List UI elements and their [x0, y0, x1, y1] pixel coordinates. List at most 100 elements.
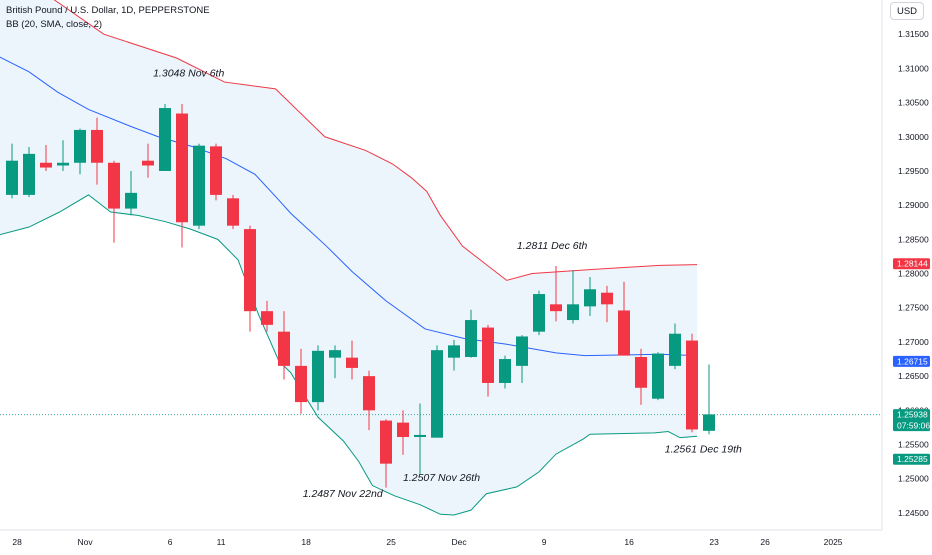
candle[interactable]: [703, 364, 715, 435]
price-axis-tick-label: 1.26500: [898, 371, 929, 381]
candle-body: [431, 350, 443, 438]
candle-body: [414, 434, 426, 437]
candle[interactable]: [686, 333, 698, 433]
price-axis-tick-label: 1.31000: [898, 63, 929, 73]
currency-button[interactable]: USD: [890, 2, 924, 20]
candle[interactable]: [23, 147, 35, 197]
candle[interactable]: [380, 419, 392, 488]
candle-body: [278, 331, 290, 366]
annotation-label: 1.2561 Dec 19th: [665, 444, 742, 456]
candle[interactable]: [414, 403, 426, 474]
bollinger-fill: [0, 0, 698, 515]
candle[interactable]: [669, 323, 681, 370]
candle[interactable]: [499, 355, 511, 389]
candle[interactable]: [601, 285, 613, 323]
candle-body: [227, 198, 239, 226]
time-axis-tick-label: 18: [301, 537, 311, 547]
candle[interactable]: [397, 410, 409, 455]
candle[interactable]: [210, 143, 222, 201]
time-axis-tick-label: Dec: [452, 537, 468, 547]
candle[interactable]: [278, 311, 290, 380]
candle[interactable]: [6, 143, 18, 199]
candle[interactable]: [193, 143, 205, 230]
candle[interactable]: [159, 103, 171, 171]
candle-body: [261, 311, 273, 325]
candle[interactable]: [261, 300, 273, 332]
candle[interactable]: [142, 143, 154, 178]
candle[interactable]: [431, 345, 443, 438]
candle-body: [635, 356, 647, 388]
candle-body: [108, 162, 120, 209]
annotation-label: 1.2487 Nov 22nd: [303, 488, 384, 500]
candle[interactable]: [176, 103, 188, 248]
candle-body: [703, 414, 715, 431]
candle-body: [6, 160, 18, 195]
candle-body: [448, 345, 460, 358]
candle[interactable]: [618, 281, 630, 356]
candle-body: [363, 376, 375, 411]
candle[interactable]: [295, 348, 307, 414]
candle[interactable]: [465, 309, 477, 358]
candle[interactable]: [363, 370, 375, 431]
candle-body: [193, 145, 205, 226]
price-axis-tick-label: 1.29000: [898, 200, 929, 210]
price-badge-bg: [893, 409, 930, 432]
price-axis-badge: 1.28144: [893, 258, 930, 270]
candle[interactable]: [482, 324, 494, 397]
candle[interactable]: [108, 160, 120, 243]
price-badge-value: 1.25938: [897, 410, 928, 420]
candle[interactable]: [244, 225, 256, 332]
time-axis-tick-label: 25: [386, 537, 396, 547]
price-badge-value: 1.26715: [897, 356, 928, 366]
candle[interactable]: [312, 345, 324, 411]
candle-body: [567, 304, 579, 321]
candle-body: [23, 153, 35, 195]
candle[interactable]: [74, 128, 86, 175]
price-badge-value: 1.25285: [897, 454, 928, 464]
candle[interactable]: [448, 339, 460, 371]
indicator-label[interactable]: BB (20, SMA, close, 2): [6, 19, 103, 30]
time-axis-tick-label: Nov: [78, 537, 94, 547]
candle[interactable]: [652, 352, 664, 401]
candle-body: [295, 365, 307, 403]
price-axis-tick-label: 1.27000: [898, 337, 929, 347]
candle-body: [550, 304, 562, 312]
price-axis-tick-label: 1.31500: [898, 29, 929, 39]
price-axis-tick-label: 1.25500: [898, 440, 929, 450]
candle-body: [380, 420, 392, 464]
candle-body: [244, 229, 256, 312]
candle-body: [465, 320, 477, 357]
price-axis-tick-label: 1.25000: [898, 474, 929, 484]
price-axis-tick-label: 1.28000: [898, 269, 929, 279]
candle[interactable]: [346, 340, 358, 380]
candle[interactable]: [533, 290, 545, 336]
candle[interactable]: [516, 335, 528, 383]
bollinger-upper-line: [53, 0, 698, 281]
candle[interactable]: [40, 144, 52, 171]
price-axis-tick-label: 1.30500: [898, 98, 929, 108]
candle-body: [516, 336, 528, 366]
symbol-title: British Pound / U.S. Dollar, 1D, PEPPERS…: [6, 5, 210, 16]
candle-body: [601, 292, 613, 305]
candle[interactable]: [567, 270, 579, 324]
price-badge-value: 1.28144: [897, 259, 928, 269]
candle[interactable]: [635, 348, 647, 405]
candle-body: [159, 108, 171, 171]
candle[interactable]: [57, 140, 69, 171]
candle-body: [40, 162, 52, 168]
candle[interactable]: [91, 117, 103, 185]
candle[interactable]: [550, 266, 562, 322]
candle-body: [91, 129, 103, 163]
candle-body: [482, 327, 494, 383]
candle[interactable]: [125, 170, 137, 216]
candle[interactable]: [329, 345, 341, 379]
time-axis-tick-label: 11: [217, 537, 226, 547]
candle[interactable]: [584, 276, 596, 316]
time-axis-tick-label: 23: [709, 537, 719, 547]
candle-body: [397, 422, 409, 437]
candle[interactable]: [227, 194, 239, 230]
candle-body: [499, 359, 511, 383]
